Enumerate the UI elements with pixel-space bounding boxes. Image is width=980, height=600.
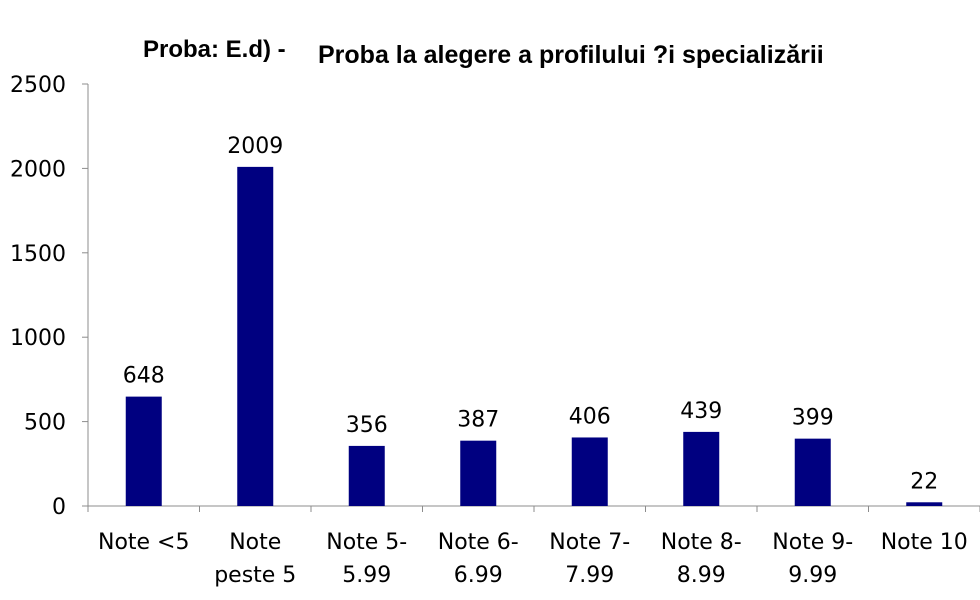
category-label: 7.99 [565, 563, 614, 588]
data-label: 439 [680, 399, 722, 424]
bar [460, 440, 497, 506]
data-label: 406 [569, 404, 611, 429]
bar [237, 166, 274, 506]
category-label: Note [229, 530, 281, 555]
bar [125, 396, 162, 506]
category-label: Note 6- [438, 530, 519, 555]
data-label: 387 [457, 408, 499, 433]
y-tick-label: 0 [52, 495, 66, 520]
data-label: 2009 [227, 134, 283, 159]
category-label: Note 5- [326, 530, 407, 555]
y-tick-label: 2500 [10, 73, 66, 98]
category-label: 9.99 [788, 563, 837, 588]
category-label: 6.99 [454, 563, 503, 588]
label-layer: 648 Note <5 2009 Note peste 5 356 Note 5- 5.99 3… [98, 134, 968, 588]
chart-title-part2: Proba la alegere a profilului ?i special… [318, 41, 824, 69]
category-label: Note 10 [881, 530, 968, 555]
category-label: Note 7- [549, 530, 630, 555]
bar [571, 437, 608, 506]
y-tick-label: 1000 [10, 326, 66, 351]
bar [906, 502, 943, 506]
data-label: 399 [792, 406, 834, 431]
data-label: 22 [910, 469, 938, 494]
data-label: 648 [123, 364, 165, 389]
data-label: 356 [346, 413, 388, 438]
bar [348, 445, 385, 506]
axis-layer: 0 500 1000 1500 2000 2500 [10, 73, 980, 520]
bar [683, 431, 720, 506]
bar [794, 438, 831, 506]
category-label: Note 9- [772, 530, 853, 555]
y-tick-label: 2000 [10, 157, 66, 182]
y-tick-label: 1500 [10, 242, 66, 267]
chart-title-part1: Proba: E.d) - [143, 36, 286, 63]
y-tick-label: 500 [24, 411, 66, 436]
category-label: 5.99 [342, 563, 391, 588]
category-label: Note <5 [98, 530, 190, 555]
category-label: peste 5 [214, 563, 296, 588]
category-label: Note 8- [661, 530, 742, 555]
category-label: 8.99 [677, 563, 726, 588]
bar-layer [125, 166, 943, 506]
